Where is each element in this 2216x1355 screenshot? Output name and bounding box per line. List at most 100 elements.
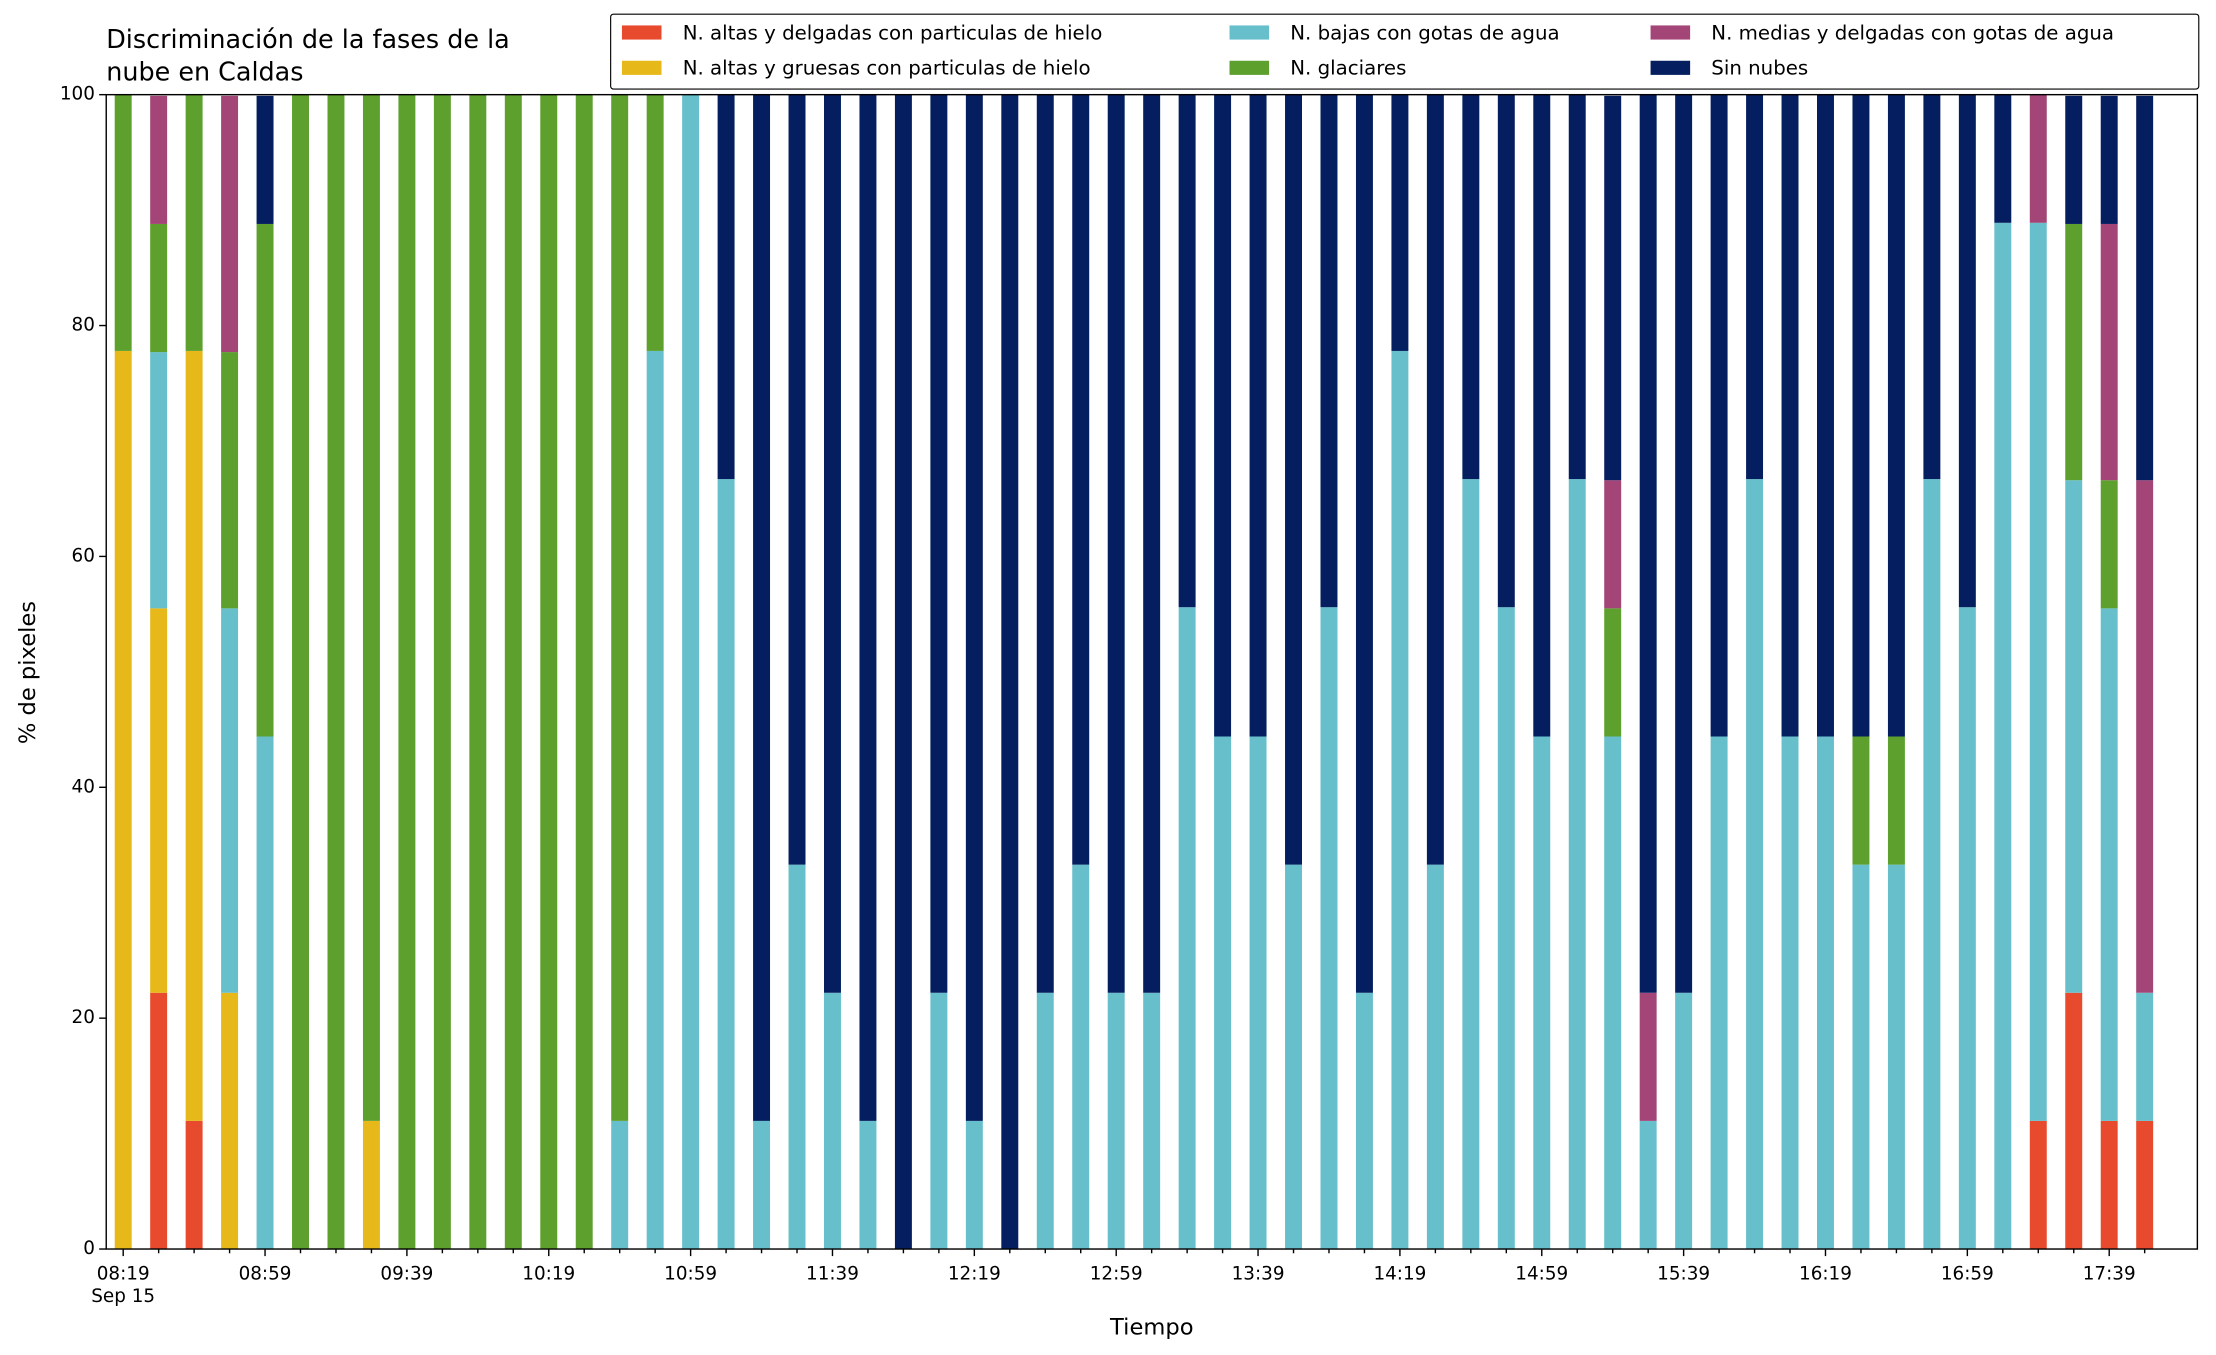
bar-segment bbox=[1178, 94, 1196, 608]
legend-swatch bbox=[621, 60, 662, 75]
bar-segment bbox=[575, 94, 593, 1250]
x-tick-label: 10:59 bbox=[664, 1263, 717, 1284]
bar-segment bbox=[2100, 480, 2118, 609]
bar-segment bbox=[114, 350, 132, 1250]
bar-segment bbox=[1285, 864, 1302, 1250]
bar-segment bbox=[2029, 94, 2047, 223]
bar-segment bbox=[1639, 1120, 1657, 1250]
bar-segment bbox=[1320, 607, 1338, 1250]
x-tick-label: 10:19 bbox=[522, 1263, 575, 1284]
plot-frame bbox=[105, 93, 2199, 1250]
bar-segment bbox=[1072, 864, 1090, 1250]
bar-segment bbox=[1426, 864, 1444, 1250]
bar-segment bbox=[1710, 94, 1728, 737]
y-tick-label: 20 bbox=[72, 1007, 95, 1028]
legend-box bbox=[610, 13, 2200, 90]
y-tick-label: 80 bbox=[72, 315, 95, 336]
bar-segment bbox=[611, 1120, 629, 1250]
bar-segment bbox=[1994, 94, 2012, 223]
bar-segment bbox=[1746, 479, 1764, 1250]
bar-segment bbox=[362, 1120, 380, 1250]
bar-segment bbox=[1958, 94, 1976, 608]
bar-segment bbox=[2065, 223, 2083, 481]
x-tick-label: 12:59 bbox=[1090, 1263, 1143, 1284]
x-tick-label: 17:39 bbox=[2083, 1263, 2136, 1284]
bar-segment bbox=[1604, 95, 1622, 481]
legend-swatch bbox=[1650, 60, 1691, 75]
bar-segment bbox=[753, 1120, 771, 1250]
bar-segment bbox=[221, 95, 239, 353]
bar-segment bbox=[1923, 479, 1941, 1250]
bar-segment bbox=[1107, 992, 1125, 1250]
bar-segment bbox=[930, 992, 948, 1250]
bar-segment bbox=[1533, 736, 1551, 1250]
x-tick-label: 16:59 bbox=[1941, 1263, 1994, 1284]
bar-segment bbox=[327, 94, 345, 1250]
bar-segment bbox=[965, 1120, 983, 1250]
bar-segment bbox=[1958, 607, 1976, 1250]
bar-segment bbox=[1462, 94, 1480, 480]
bar-segment bbox=[1852, 864, 1870, 1250]
bar-segment bbox=[256, 223, 274, 737]
bar-segment bbox=[2029, 222, 2047, 1121]
bar-segment bbox=[185, 1120, 203, 1250]
bar-segment bbox=[1746, 94, 1764, 480]
chart-title: Discriminación de la fases de la bbox=[106, 24, 510, 54]
legend-label: N. glaciares bbox=[1290, 57, 1406, 80]
bar-segment bbox=[150, 223, 168, 353]
x-tick-label: 08:19 bbox=[97, 1263, 150, 1284]
x-tick-label: 11:39 bbox=[806, 1263, 859, 1284]
x-tick-label: 09:39 bbox=[380, 1263, 433, 1284]
bar-segment bbox=[753, 94, 771, 1121]
bar-segment bbox=[2100, 608, 2118, 1121]
bar-segment bbox=[540, 94, 558, 1250]
legend-swatch bbox=[1650, 25, 1691, 40]
bar-segment bbox=[150, 352, 168, 609]
bar-segment bbox=[1391, 94, 1409, 351]
bar-segment bbox=[362, 94, 380, 1121]
bar-segment bbox=[1710, 736, 1728, 1250]
bar-segment bbox=[1887, 864, 1905, 1250]
legend-label: Sin nubes bbox=[1711, 57, 1808, 80]
bar-segment bbox=[1249, 736, 1267, 1250]
bar-segment bbox=[2065, 992, 2083, 1250]
bar-segment bbox=[150, 608, 168, 993]
bar-segment bbox=[646, 350, 664, 1250]
bar-segment bbox=[965, 94, 983, 1121]
bar-segment bbox=[1355, 992, 1373, 1250]
legend-swatch bbox=[1229, 25, 1270, 40]
bar-segment bbox=[1852, 94, 1870, 737]
x-tick-label: 14:19 bbox=[1373, 1263, 1426, 1284]
bar-segment bbox=[256, 736, 274, 1250]
bar-segment bbox=[1143, 992, 1161, 1250]
bar-segment bbox=[256, 95, 274, 224]
bar-segment bbox=[1817, 94, 1834, 737]
bar-segment bbox=[150, 992, 168, 1250]
bar-segment bbox=[1675, 992, 1693, 1250]
bar-segment bbox=[1426, 94, 1444, 865]
bar-segment bbox=[2029, 1120, 2047, 1250]
bar-segment bbox=[717, 94, 735, 480]
x-tick-label: 12:19 bbox=[948, 1263, 1001, 1284]
bar-segment bbox=[2065, 95, 2083, 224]
bar-segment bbox=[221, 992, 239, 1250]
bar-segment bbox=[788, 864, 806, 1250]
x-axis-label: Tiempo bbox=[1109, 1315, 1193, 1341]
bar-segment bbox=[1604, 480, 1622, 609]
bar-segment bbox=[1781, 94, 1799, 737]
bar-segment bbox=[824, 992, 841, 1250]
y-tick-label: 40 bbox=[72, 776, 95, 797]
bar-segment bbox=[1994, 222, 2012, 1250]
bar-segment bbox=[1781, 736, 1799, 1250]
bar-segment bbox=[1887, 736, 1905, 865]
bar-segment bbox=[1639, 94, 1657, 993]
y-tick-label: 100 bbox=[60, 84, 95, 105]
bar-segment bbox=[1568, 479, 1586, 1250]
bar-segment bbox=[292, 94, 309, 1250]
bar-segment bbox=[1249, 94, 1267, 737]
bar-segment bbox=[1887, 94, 1905, 737]
bar-segment bbox=[682, 94, 700, 1250]
bar-segment bbox=[894, 94, 912, 1250]
bar-segment bbox=[611, 94, 629, 1121]
